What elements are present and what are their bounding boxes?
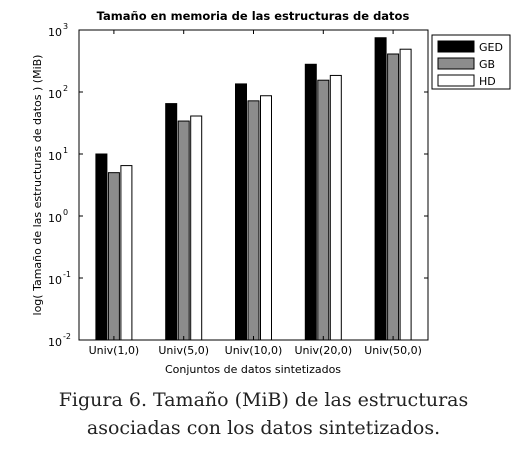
figure-caption: Figura 6. Tamaño (MiB) de las estructura… (0, 386, 527, 442)
caption-line-2: asociadas con los datos sintetizados. (86, 417, 441, 439)
caption-line-1: Figura 6. Tamaño (MiB) de las estructura… (58, 389, 469, 411)
y-tick-label: 10 (48, 212, 62, 225)
bar-hd-3 (260, 95, 272, 341)
legend-swatch-hd (437, 74, 475, 87)
x-tick-label: Univ(10,0) (225, 344, 283, 357)
y-tick-exponent: 1 (63, 146, 68, 155)
bar-hd-4 (329, 74, 342, 341)
y-tick-label: 10 (48, 150, 62, 163)
bar-ged-5 (374, 37, 387, 341)
y-tick-label: 10 (48, 336, 62, 349)
legend-swatch-gb (437, 57, 475, 70)
legend-label-hd: HD (479, 75, 496, 88)
legend: GED GB HD (431, 34, 511, 90)
y-axis-label: log( Tamaño de las estructuras de datos … (31, 55, 44, 316)
x-tick-label: Univ(5,0) (158, 344, 209, 357)
y-tick-exponent: -2 (63, 332, 71, 341)
y-tick-exponent: 0 (63, 208, 68, 217)
x-tick-label: Univ(50,0) (364, 344, 422, 357)
bar-gb-1 (107, 172, 120, 341)
bar-gb-2 (177, 120, 190, 341)
bar-gb-4 (317, 79, 330, 341)
x-tick-label: Univ(1,0) (89, 344, 140, 357)
chart-title: Tamaño en memoria de las estructuras de … (97, 9, 410, 23)
y-tick-exponent: -1 (63, 270, 71, 279)
bar-chart: Tamaño en memoria de las estructuras de … (31, 9, 511, 376)
x-tick-label: Univ(20,0) (294, 344, 352, 357)
legend-label-gb: GB (479, 58, 495, 71)
legend-label-ged: GED (479, 41, 503, 54)
bar-hd-5 (399, 48, 412, 341)
y-tick-label: 10 (48, 88, 62, 101)
x-axis-label: Conjuntos de datos sintetizados (165, 363, 341, 376)
y-tick-exponent: 3 (63, 22, 68, 31)
y-tick-label: 10 (48, 26, 62, 39)
legend-swatch-ged (437, 40, 475, 53)
bar-gb-5 (387, 53, 400, 341)
x-axis-ticks: Univ(1,0) Univ(5,0) Univ(10,0) Univ(20,0) Un… (89, 30, 422, 357)
y-tick-exponent: 2 (63, 84, 68, 93)
bar-gb-3 (247, 100, 260, 341)
bar-ged-2 (165, 103, 178, 341)
bars (95, 37, 412, 341)
bar-ged-4 (304, 63, 317, 341)
bar-hd-2 (190, 115, 203, 341)
bar-ged-3 (235, 83, 247, 341)
bar-hd-1 (120, 165, 133, 341)
y-tick-label: 10 (48, 274, 62, 287)
bar-ged-1 (95, 153, 108, 341)
